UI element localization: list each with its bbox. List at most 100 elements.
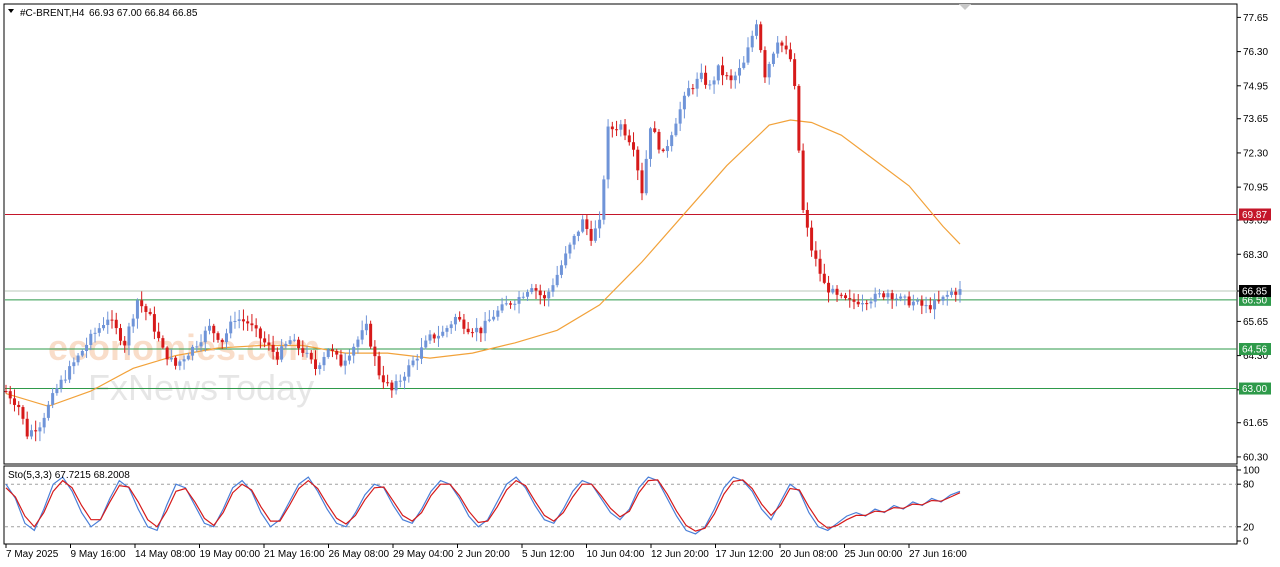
watermark-fxnewstoday: FxNewsToday bbox=[88, 367, 314, 408]
candle-body bbox=[950, 291, 954, 295]
candle bbox=[157, 322, 161, 342]
candle bbox=[865, 300, 869, 311]
candle-body bbox=[589, 228, 593, 241]
candle-body bbox=[873, 293, 877, 302]
time-tick-label: 5 Jun 12:00 bbox=[522, 549, 575, 560]
candle-body bbox=[42, 417, 46, 428]
candle-body bbox=[68, 366, 72, 380]
candle bbox=[424, 335, 428, 350]
time-tick-label: 26 May 08:00 bbox=[329, 549, 390, 560]
candle-body bbox=[687, 88, 691, 96]
candle-body bbox=[102, 325, 106, 329]
candle bbox=[877, 288, 881, 298]
candle-body bbox=[21, 407, 25, 419]
candle-body bbox=[182, 359, 186, 362]
candle bbox=[381, 365, 385, 390]
candle bbox=[941, 295, 945, 306]
main-price-panel[interactable] bbox=[3, 3, 1238, 465]
candle bbox=[258, 326, 262, 349]
candle-body bbox=[80, 350, 84, 356]
time-tick-label: 17 Jun 12:00 bbox=[716, 549, 774, 560]
candle bbox=[386, 374, 390, 387]
candle bbox=[407, 359, 411, 383]
candle bbox=[475, 318, 479, 342]
price-tick-label: 72.30 bbox=[1243, 148, 1268, 159]
candle-body bbox=[59, 379, 63, 389]
candle-body bbox=[716, 65, 720, 81]
candle bbox=[178, 359, 182, 371]
triangle-down-icon[interactable] bbox=[8, 9, 14, 13]
candle bbox=[318, 362, 322, 375]
candle bbox=[322, 352, 326, 371]
candle-body bbox=[301, 348, 305, 353]
candle bbox=[886, 289, 890, 304]
candle bbox=[161, 335, 165, 350]
candle bbox=[738, 59, 742, 84]
candle-body bbox=[51, 393, 55, 405]
candle-body bbox=[661, 149, 665, 152]
candle-body bbox=[784, 45, 788, 50]
level-tag-0-bg bbox=[1239, 208, 1271, 221]
candle-body bbox=[691, 88, 695, 90]
candle-body bbox=[25, 418, 29, 437]
stochastic-axis: 100 80 20 0 bbox=[1237, 466, 1260, 548]
candle-body bbox=[551, 285, 555, 292]
price-tick-label: 77.65 bbox=[1243, 13, 1268, 24]
candle-body bbox=[555, 274, 559, 286]
candle bbox=[602, 175, 606, 225]
candle bbox=[38, 422, 42, 442]
candle bbox=[123, 336, 127, 353]
candle bbox=[534, 284, 538, 300]
candle bbox=[106, 311, 110, 334]
candle-body bbox=[907, 296, 911, 306]
price-tick-label: 65.65 bbox=[1243, 317, 1268, 328]
candle bbox=[653, 121, 657, 134]
candle bbox=[76, 353, 80, 366]
candle-body bbox=[161, 338, 165, 348]
candle-body bbox=[373, 346, 377, 357]
candle-body bbox=[797, 85, 801, 151]
scroll-marker-icon[interactable] bbox=[959, 4, 971, 10]
time-tick-label: 10 Jun 04:00 bbox=[587, 549, 645, 560]
candle-body bbox=[513, 303, 517, 305]
candle bbox=[882, 290, 886, 301]
candle-body bbox=[407, 365, 411, 377]
candle-body bbox=[678, 109, 682, 124]
candle-body bbox=[453, 316, 457, 325]
candle bbox=[93, 327, 97, 343]
candle-body bbox=[496, 310, 500, 317]
candle-body bbox=[835, 288, 839, 295]
candle-body bbox=[428, 334, 432, 341]
candle bbox=[835, 285, 839, 302]
candle-body bbox=[763, 50, 767, 78]
candle bbox=[509, 300, 513, 309]
candle-body bbox=[526, 292, 530, 297]
candle bbox=[174, 356, 178, 370]
candle bbox=[441, 325, 445, 338]
candle-body bbox=[598, 219, 602, 229]
candle bbox=[55, 383, 59, 396]
candle-body bbox=[267, 342, 271, 345]
candle bbox=[572, 234, 576, 250]
candle bbox=[805, 202, 809, 237]
candle bbox=[733, 71, 737, 89]
candle bbox=[466, 322, 470, 335]
candle bbox=[229, 315, 233, 339]
candle-body bbox=[152, 314, 156, 332]
candle bbox=[776, 36, 780, 58]
candle bbox=[97, 323, 101, 337]
stochastic-panel[interactable] bbox=[3, 465, 1238, 545]
candle-body bbox=[322, 356, 326, 366]
candle-body bbox=[682, 95, 686, 110]
candle bbox=[369, 320, 373, 350]
candle bbox=[195, 340, 199, 352]
candle-body bbox=[793, 59, 797, 86]
candle-body bbox=[928, 305, 932, 310]
candle bbox=[632, 132, 636, 157]
candle bbox=[436, 325, 440, 347]
candle bbox=[950, 287, 954, 298]
candle-body bbox=[725, 75, 729, 77]
candle bbox=[364, 315, 368, 336]
candle-body bbox=[258, 328, 262, 339]
candle bbox=[831, 285, 835, 295]
